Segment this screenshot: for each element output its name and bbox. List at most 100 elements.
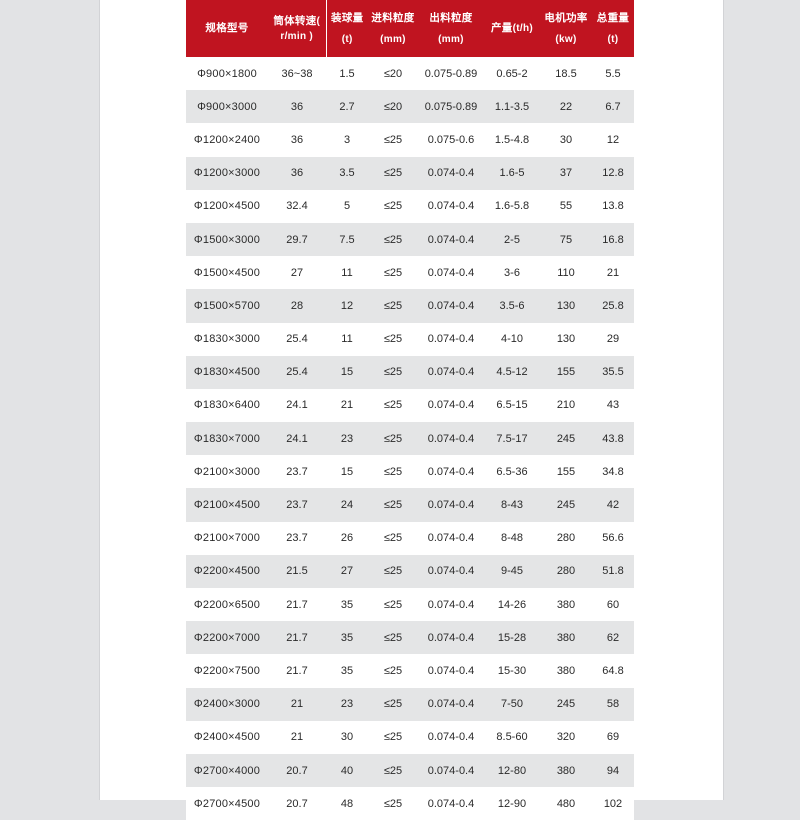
cell-disch: 0.074-0.4 [418, 488, 484, 522]
cell-speed: 25.4 [268, 322, 326, 356]
cell-disch: 0.074-0.4 [418, 654, 484, 688]
cell-cap: 1.6-5 [484, 156, 540, 190]
table-row: Φ1500×3000 29.7 7.5 ≤25 0.074-0.4 2-5 75 16.8 [186, 222, 634, 257]
cell-disch: 0.074-0.4 [418, 455, 484, 489]
column-header-speed-label: 筒体转速 [273, 15, 317, 27]
column-header-capacity: 产量(t/h) [484, 0, 540, 57]
table-row: Φ2200×6500 21.7 35 ≤25 0.074-0.4 14-26 380 60 [186, 588, 634, 622]
cell-feed: ≤25 [368, 222, 418, 257]
table-row: Φ1830×6400 24.1 21 ≤25 0.074-0.4 6.5-15 210 43 [186, 388, 634, 423]
column-header-motor-power: 电机功率 (kw) [540, 0, 592, 57]
cell-disch: 0.075-0.6 [418, 123, 484, 157]
cell-feed: ≤25 [368, 588, 418, 622]
cell-cap: 12-80 [484, 753, 540, 788]
column-header-discharge-size-unit: (mm) [438, 33, 464, 45]
cell-weight: 43 [592, 388, 634, 423]
cell-weight: 58 [592, 687, 634, 721]
cell-cap: 1.1-3.5 [484, 90, 540, 124]
cell-weight: 13.8 [592, 189, 634, 223]
table-row: Φ900×3000 36 2.7 ≤20 0.075-0.89 1.1-3.5 22 6.7 [186, 90, 634, 124]
cell-model: Φ2700×4000 [186, 753, 268, 788]
cell-weight: 51.8 [592, 554, 634, 588]
cell-ball: 35 [326, 621, 368, 655]
cell-cap: 15-28 [484, 621, 540, 655]
cell-power: 155 [540, 355, 592, 389]
cell-weight: 56.6 [592, 521, 634, 555]
cell-ball: 3 [326, 123, 368, 157]
cell-disch: 0.074-0.4 [418, 322, 484, 356]
cell-model: Φ2200×6500 [186, 588, 268, 622]
cell-weight: 42 [592, 488, 634, 522]
cell-ball: 27 [326, 554, 368, 588]
cell-disch: 0.074-0.4 [418, 787, 484, 820]
cell-feed: ≤25 [368, 521, 418, 555]
cell-model: Φ900×1800 [186, 57, 268, 91]
table-row: Φ2200×7500 21.7 35 ≤25 0.074-0.4 15-30 380 64.8 [186, 654, 634, 688]
cell-disch: 0.074-0.4 [418, 422, 484, 456]
cell-weight: 43.8 [592, 422, 634, 456]
cell-disch: 0.074-0.4 [418, 256, 484, 290]
cell-speed: 24.1 [268, 422, 326, 456]
table-row: Φ2400×4500 21 30 ≤25 0.074-0.4 8.5-60 320 69 [186, 720, 634, 754]
cell-feed: ≤25 [368, 189, 418, 223]
cell-power: 280 [540, 521, 592, 555]
cell-weight: 5.5 [592, 57, 634, 91]
cell-model: Φ1830×4500 [186, 355, 268, 389]
table-row: Φ2100×7000 23.7 26 ≤25 0.074-0.4 8-48 280 56.6 [186, 521, 634, 555]
table-row: Φ1500×5700 28 12 ≤25 0.074-0.4 3.5-6 130 25.8 [186, 289, 634, 323]
cell-power: 280 [540, 554, 592, 588]
cell-weight: 60 [592, 588, 634, 622]
cell-power: 380 [540, 588, 592, 622]
cell-ball: 11 [326, 256, 368, 290]
cell-weight: 35.5 [592, 355, 634, 389]
cell-cap: 2-5 [484, 222, 540, 257]
cell-disch: 0.074-0.4 [418, 156, 484, 190]
column-header-discharge-size-label: 出料粒度 [429, 11, 473, 24]
column-header-feed-size-unit: (mm) [380, 33, 406, 45]
cell-cap: 15-30 [484, 654, 540, 688]
cell-power: 18.5 [540, 57, 592, 91]
cell-feed: ≤25 [368, 156, 418, 190]
cell-cap: 6.5-36 [484, 455, 540, 489]
cell-ball: 15 [326, 455, 368, 489]
cell-cap: 1.5-4.8 [484, 123, 540, 157]
cell-ball: 35 [326, 588, 368, 622]
cell-weight: 102 [592, 787, 634, 820]
cell-ball: 11 [326, 322, 368, 356]
column-header-capacity-unit: (t/h) [512, 23, 533, 35]
cell-ball: 3.5 [326, 156, 368, 190]
cell-power: 155 [540, 455, 592, 489]
cell-speed: 27 [268, 256, 326, 290]
cell-feed: ≤25 [368, 687, 418, 721]
cell-model: Φ2400×4500 [186, 720, 268, 754]
cell-feed: ≤25 [368, 256, 418, 290]
cell-disch: 0.074-0.4 [418, 687, 484, 721]
table-row: Φ2200×7000 21.7 35 ≤25 0.074-0.4 15-28 380 62 [186, 621, 634, 655]
cell-cap: 6.5-15 [484, 388, 540, 423]
cell-disch: 0.074-0.4 [418, 289, 484, 323]
cell-weight: 16.8 [592, 222, 634, 257]
cell-model: Φ2200×7500 [186, 654, 268, 688]
cell-power: 380 [540, 654, 592, 688]
cell-power: 37 [540, 156, 592, 190]
cell-power: 75 [540, 222, 592, 257]
column-header-feed-size-label: 进料粒度 [371, 11, 415, 24]
cell-feed: ≤20 [368, 90, 418, 124]
cell-cap: 14-26 [484, 588, 540, 622]
cell-model: Φ2700×4500 [186, 787, 268, 820]
column-header-ball-load-unit: (t) [341, 33, 353, 45]
cell-speed: 28 [268, 289, 326, 323]
cell-weight: 62 [592, 621, 634, 655]
cell-weight: 21 [592, 256, 634, 290]
cell-cap: 12-90 [484, 787, 540, 820]
cell-weight: 6.7 [592, 90, 634, 124]
table-header-row: 规格型号 筒体转速( r/min ) 装球量 (t) 进料粒度 (mm) 出料粒… [186, 0, 634, 57]
cell-ball: 40 [326, 753, 368, 788]
cell-power: 320 [540, 720, 592, 754]
cell-weight: 34.8 [592, 455, 634, 489]
cell-weight: 12.8 [592, 156, 634, 190]
table-row: Φ1830×3000 25.4 11 ≤25 0.074-0.4 4-10 130 29 [186, 322, 634, 356]
cell-model: Φ900×3000 [186, 90, 268, 124]
cell-ball: 30 [326, 720, 368, 754]
cell-model: Φ1200×2400 [186, 123, 268, 157]
